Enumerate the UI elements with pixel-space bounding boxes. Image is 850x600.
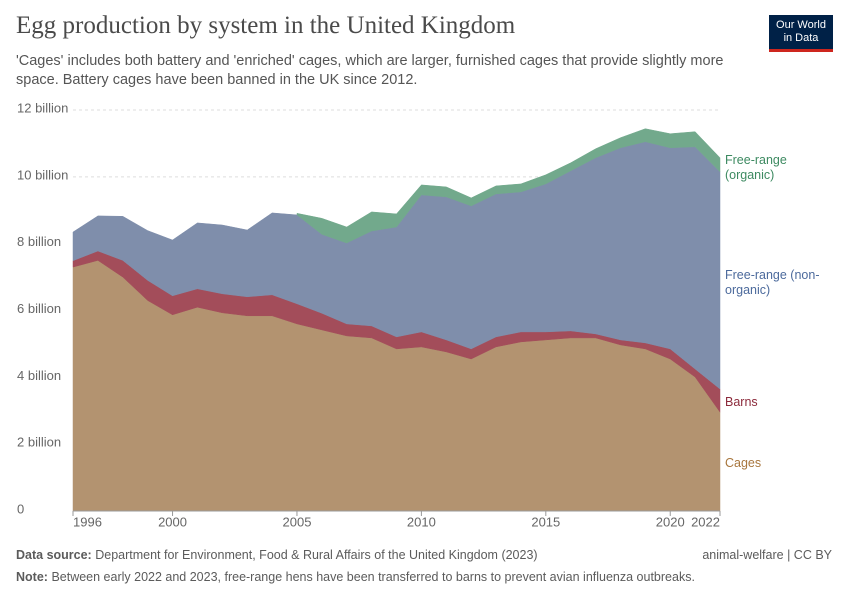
logo-text: Our World in Data (776, 19, 826, 44)
x-tick-label: 2000 (158, 514, 187, 529)
chart: 0 2 billion 4 billion 6 billion 8 billion 10 … (17, 100, 721, 529)
source-line: Data source: Department for Environment,… (16, 548, 538, 562)
x-tick-label: 2010 (407, 514, 436, 529)
note-label: Note: (16, 570, 48, 584)
series-label: Barns (725, 394, 758, 409)
grid: 0 2 billion 4 billion 6 billion 8 billion 10 … (17, 100, 720, 516)
logo[interactable]: Our World in Data (769, 15, 833, 52)
chart-title: Egg production by system in the United K… (16, 12, 516, 39)
y-tick-label: 4 billion (17, 368, 61, 383)
license[interactable]: animal-welfare | CC BY (702, 548, 832, 562)
x-tick-label: 1996 (73, 514, 102, 529)
y-tick-label: 12 billion (17, 100, 68, 115)
x-tick-label: 2015 (531, 514, 560, 529)
y-tick-label: 6 billion (17, 301, 61, 316)
area (296, 128, 721, 244)
chart-subtitle: 'Cages' includes both battery and 'enric… (16, 53, 724, 88)
y-tick-label: 10 billion (17, 167, 68, 182)
series-label: Free-range (organic) (725, 153, 787, 182)
x-tick-label: 2005 (283, 514, 312, 529)
y-tick-label: 8 billion (17, 234, 61, 249)
source-label: Data source: (16, 548, 92, 562)
note-line: Note: Between early 2022 and 2023, free-… (16, 570, 695, 584)
source: Department for Environment, Food & Rural… (95, 548, 538, 562)
y-tick-label: 2 billion (17, 435, 61, 450)
note: Between early 2022 and 2023, free-range … (51, 570, 695, 584)
series-label: Cages (725, 455, 762, 470)
x-tick-label: 2020 (656, 514, 685, 529)
y-tick-label: 0 (17, 501, 24, 516)
series-label: Free-range (non-organic) (725, 268, 820, 297)
x-tick-label: 2022 (691, 514, 720, 529)
